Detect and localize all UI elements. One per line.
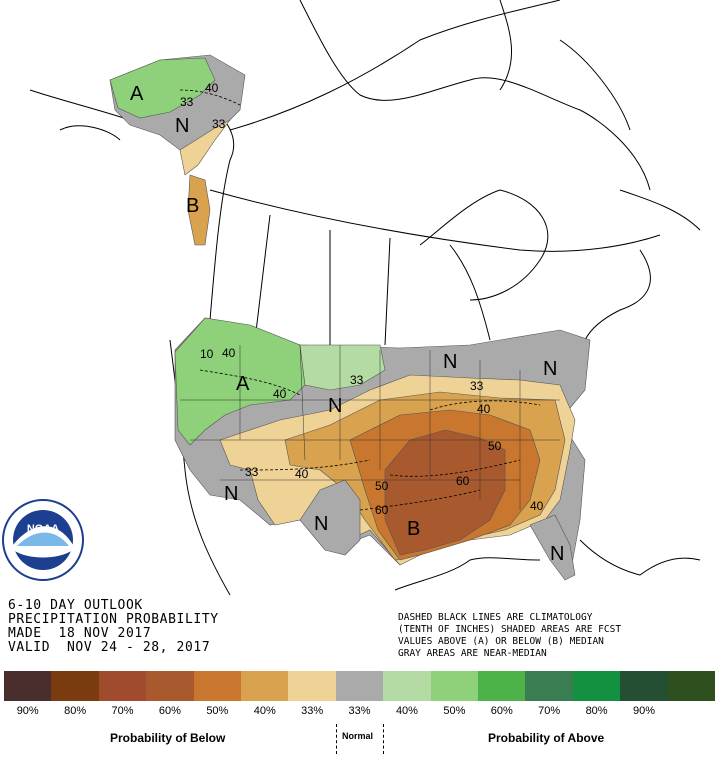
probability-legend — [4, 671, 716, 701]
legend-tick-label: 60% — [490, 705, 513, 717]
normal-divider-left — [336, 724, 337, 754]
below-caption: Probability of Below — [110, 731, 226, 745]
contour-label: 40 — [295, 467, 309, 481]
base-map-outlines — [29, 0, 701, 596]
label-ne-n: N — [543, 358, 557, 380]
contour-label: 40 — [222, 346, 236, 360]
contour-labels: 40 33 33 10 40 40 33 33 40 33 40 50 50 6… — [180, 81, 544, 517]
legend-swatch-above-10 — [478, 671, 526, 701]
contour-label: 40 — [273, 387, 287, 401]
legend-swatch-below-4 — [193, 671, 242, 701]
legend-tick-label: 90% — [16, 705, 39, 717]
legend-tick-label: 90% — [632, 705, 655, 717]
region-lightgreen-nw — [299, 344, 386, 391]
legend-swatch-above-11 — [525, 671, 573, 701]
state-borders — [180, 344, 560, 510]
label-lakes-n: N — [443, 351, 457, 373]
normal-divider-right — [383, 724, 384, 754]
noaa-logo: NOAA — [2, 499, 84, 581]
legend-tick-label: 70% — [111, 705, 134, 717]
contour-label: 60 — [456, 474, 470, 488]
legend-swatch-above-13 — [620, 671, 668, 701]
outlook-made: MADE 18 NOV 2017 — [8, 626, 152, 641]
note-line: (TENTH OF INCHES) SHADED AREAS ARE FCST — [398, 624, 622, 635]
legend-swatch-below-0 — [4, 671, 52, 701]
note-line: GRAY AREAS ARE NEAR-MEDIAN — [398, 648, 547, 659]
legend-tick-label — [668, 705, 715, 717]
pacific-coast-tan — [187, 174, 211, 246]
label-alaska-n: N — [175, 115, 189, 137]
legend-swatch-above-9 — [430, 671, 479, 701]
contour-label: 60 — [375, 503, 389, 517]
normal-caption: Normal — [342, 731, 374, 741]
us-probability-regions — [174, 317, 591, 581]
legend-tick-label: 80% — [585, 705, 608, 717]
label-nw-a: A — [236, 373, 250, 395]
contour-label: 50 — [375, 479, 389, 493]
contour-label: 33 — [470, 379, 484, 393]
legend-tick-label: 33% — [301, 705, 324, 717]
legend-swatch-below-6 — [288, 671, 336, 701]
region-gray-texas — [299, 479, 361, 556]
legend-tick-label: 40% — [253, 705, 276, 717]
label-plains-n: N — [328, 395, 342, 417]
legend-swatch-below-5 — [241, 671, 289, 701]
region-gray-florida — [529, 514, 576, 581]
noaa-logo-text: NOAA — [27, 523, 59, 535]
outlook-map: A N B A N N N B N N N 40 33 33 10 40 40 … — [2, 0, 701, 596]
outlook-info: 6-10 DAY OUTLOOK PRECIPITATION PROBABILI… — [8, 599, 219, 655]
contour-label: 40 — [530, 499, 544, 513]
contour-label: 10 — [200, 347, 214, 361]
climatology-contours — [179, 89, 541, 511]
contour-label: 50 — [488, 439, 502, 453]
legend-swatch-below-1 — [51, 671, 99, 701]
legend-tick-label: 50% — [206, 705, 229, 717]
legend-tick-label: 80% — [64, 705, 87, 717]
legend-swatch-below-2 — [98, 671, 147, 701]
label-pacific-b: B — [186, 195, 199, 217]
note-line: DASHED BLACK LINES ARE CLIMATOLOGY — [398, 612, 593, 623]
legend-swatch-above-8 — [383, 671, 431, 701]
outlook-subtitle: PRECIPITATION PROBABILITY — [8, 612, 219, 627]
above-caption: Probability of Above — [488, 731, 605, 745]
contour-label: 40 — [205, 81, 219, 95]
contour-label: 40 — [477, 402, 491, 416]
label-texas-n: N — [314, 513, 328, 535]
note-line: VALUES ABOVE (A) OR BELOW (B) MEDIAN — [398, 636, 604, 647]
legend-ticks: 90% 80% 70% 60% 50% 40% 33% 33% 40% 50% 60% 70% 80% 9… — [4, 705, 715, 717]
legend-swatch-above-12 — [572, 671, 621, 701]
label-alaska-a: A — [130, 83, 144, 105]
label-sw-n: N — [224, 483, 238, 505]
legend-swatch-normal-7 — [335, 671, 384, 701]
label-south-b: B — [407, 518, 420, 540]
contour-label: 33 — [245, 465, 259, 479]
alaska-tan — [179, 119, 231, 176]
contour-label: 33 — [180, 95, 194, 109]
legend-swatch-below-3 — [146, 671, 194, 701]
contour-label: 33 — [212, 117, 226, 131]
outlook-valid: VALID NOV 24 - 28, 2017 — [8, 640, 211, 655]
legend-tick-label: 60% — [158, 705, 181, 717]
legend-tick-label: 40% — [395, 705, 418, 717]
map-notes: DASHED BLACK LINES ARE CLIMATOLOGY (TENT… — [398, 612, 621, 660]
alaska-green — [109, 57, 216, 119]
contour-label: 33 — [350, 373, 364, 387]
legend-tick-label: 50% — [443, 705, 466, 717]
region-darkbrown-60 — [384, 429, 506, 556]
category-letters: A N B A N N N B N N N — [130, 83, 564, 565]
outlook-title: 6-10 DAY OUTLOOK — [8, 598, 143, 613]
legend-tick-label: 33% — [348, 705, 371, 717]
label-florida-n: N — [550, 543, 564, 565]
legend-tick-label: 70% — [538, 705, 561, 717]
legend-swatch-above-14 — [667, 671, 716, 701]
alaska-regions — [109, 54, 246, 246]
